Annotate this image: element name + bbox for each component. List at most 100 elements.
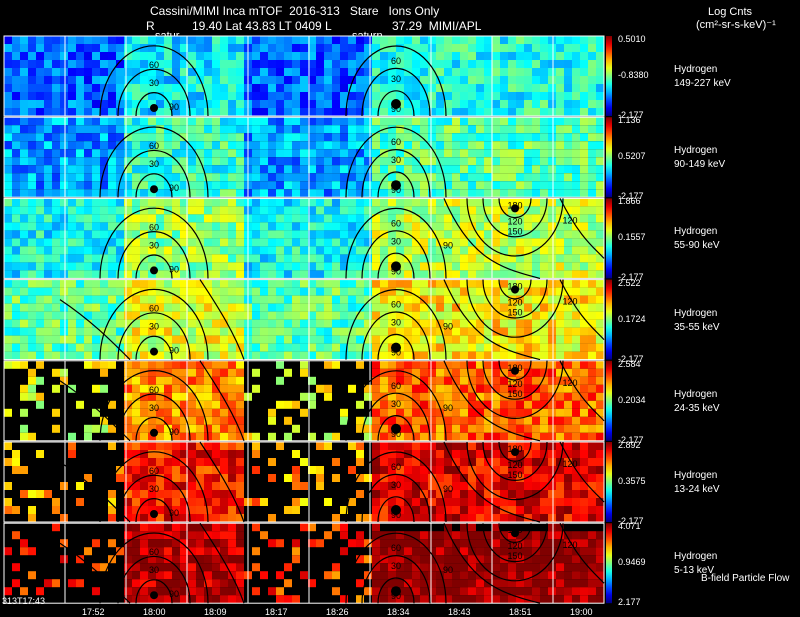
heat-cell <box>180 238 188 247</box>
heat-cell <box>396 408 404 417</box>
heat-cell <box>292 506 300 514</box>
heat-cell <box>308 173 316 182</box>
heat-cell <box>484 424 492 433</box>
heat-cell <box>44 287 52 296</box>
heat-cell <box>180 523 188 532</box>
heat-cell <box>428 335 436 344</box>
heat-cell <box>276 343 284 352</box>
heat-cell <box>228 189 236 198</box>
heat-cell <box>364 587 372 596</box>
heat-cell <box>4 92 12 100</box>
heat-cell <box>276 571 284 580</box>
heat-cell <box>4 157 12 166</box>
heat-cell <box>428 384 436 393</box>
heat-cell <box>508 311 516 320</box>
heat-cell <box>36 360 44 369</box>
heat-cell <box>332 270 340 279</box>
heat-cell <box>140 360 148 369</box>
heat-cell <box>468 181 476 190</box>
colorbar-cmid-label: 0.5207 <box>618 151 646 162</box>
heat-cell <box>164 514 172 522</box>
heat-cell <box>156 36 164 44</box>
heat-cell <box>492 539 500 548</box>
heat-cell <box>228 60 236 68</box>
heat-cell <box>188 92 196 100</box>
heat-cell <box>68 254 76 263</box>
heat-cell <box>332 173 340 182</box>
heat-cell <box>492 246 500 255</box>
heat-cell <box>516 384 524 393</box>
heat-cell <box>36 295 44 304</box>
heat-cell <box>396 571 404 580</box>
heat-cell <box>100 100 108 108</box>
heat-cell <box>564 392 572 401</box>
heat-cell <box>140 76 148 84</box>
heat-cell <box>540 498 548 506</box>
heat-cell <box>516 400 524 409</box>
heat-cell <box>564 214 572 223</box>
heat-cell <box>476 198 484 207</box>
heat-cell <box>4 442 12 450</box>
heat-cell <box>180 287 188 296</box>
heat-cell <box>516 408 524 417</box>
heat-cell <box>164 222 172 231</box>
heat-cell <box>260 92 268 100</box>
heat-cell <box>108 424 116 433</box>
heat-cell <box>188 84 196 92</box>
heat-cell <box>396 450 404 458</box>
heat-cell <box>188 44 196 52</box>
heat-cell <box>308 432 316 441</box>
heat-cell <box>452 400 460 409</box>
heat-cell <box>156 287 164 296</box>
heat-cell <box>540 36 548 44</box>
heat-cell <box>236 149 244 158</box>
heat-cell <box>140 587 148 596</box>
heat-cell <box>540 571 548 580</box>
heat-cell <box>436 52 444 60</box>
heat-cell <box>316 287 324 296</box>
heat-cell <box>572 262 580 271</box>
heat-cell <box>492 44 500 52</box>
heat-cell <box>572 514 580 522</box>
heat-cell <box>76 125 84 134</box>
heat-cell <box>116 52 124 60</box>
heat-cell <box>508 84 516 92</box>
heat-cell <box>532 60 540 68</box>
colorbar-cmin-label: -2.177 <box>618 191 644 202</box>
heat-cell <box>564 303 572 312</box>
heat-cell <box>204 523 212 532</box>
heat-cell <box>364 432 372 441</box>
heat-cell <box>516 60 524 68</box>
heat-cell <box>132 563 140 572</box>
heat-cell <box>4 108 12 116</box>
heat-cell <box>444 36 452 44</box>
heat-cell <box>116 335 124 344</box>
heat-cell <box>524 319 532 328</box>
heat-cell <box>316 303 324 312</box>
heat-cell <box>428 555 436 564</box>
heat-cell <box>516 222 524 231</box>
heat-cell <box>572 587 580 596</box>
heat-cell <box>404 506 412 514</box>
heat-cell <box>284 595 292 604</box>
heat-cell <box>428 92 436 100</box>
heat-cell <box>532 181 540 190</box>
heat-cell <box>564 587 572 596</box>
heat-cell <box>140 141 148 150</box>
heat-cell <box>4 360 12 369</box>
heat-cell <box>356 149 364 158</box>
heat-cell <box>548 303 556 312</box>
heat-cell <box>444 458 452 466</box>
heat-cell <box>564 482 572 490</box>
heat-cell <box>444 295 452 304</box>
heat-cell <box>180 222 188 231</box>
heat-cell <box>580 442 588 450</box>
heat-cell <box>420 222 428 231</box>
heat-cell <box>188 311 196 320</box>
heat-cell <box>524 125 532 134</box>
heat-cell <box>220 100 228 108</box>
heat-cell <box>204 327 212 336</box>
heat-cell <box>204 458 212 466</box>
heat-cell <box>500 84 508 92</box>
heat-cell <box>508 181 516 190</box>
